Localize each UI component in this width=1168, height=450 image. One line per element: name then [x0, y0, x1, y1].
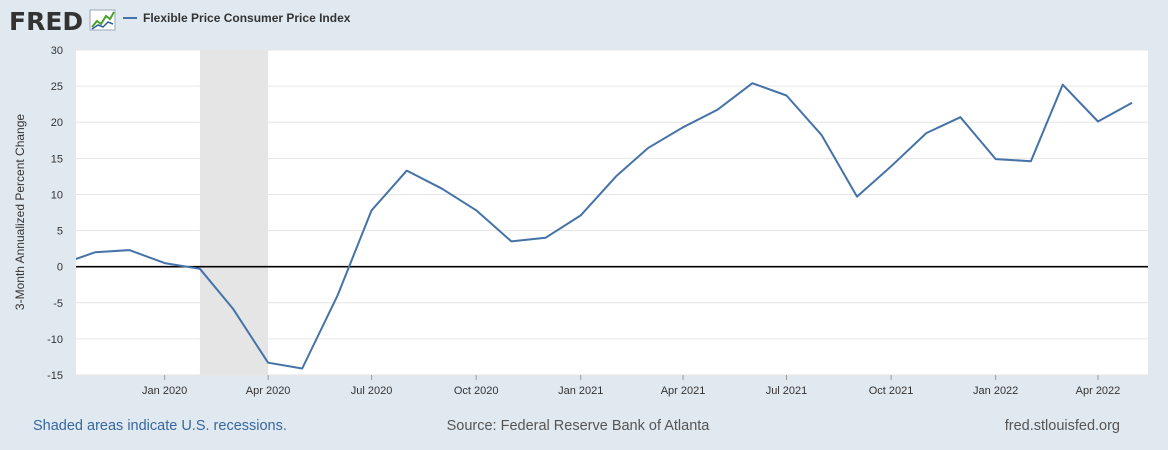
data-point[interactable]	[714, 107, 720, 113]
x-tick-label: Jan 2022	[973, 385, 1018, 397]
y-tick-label: -15	[47, 370, 63, 382]
site-link[interactable]: fred.stlouisfed.org	[1005, 418, 1120, 434]
x-tick-label: Oct 2020	[454, 385, 499, 397]
y-tick-label: 0	[57, 262, 63, 274]
series-line[interactable]	[60, 82, 1133, 370]
fred-logo-chart-icon	[89, 9, 116, 31]
data-point[interactable]	[334, 293, 340, 299]
recession-shading	[199, 50, 269, 375]
data-point[interactable]	[162, 260, 168, 266]
y-tick-label: 15	[51, 153, 63, 165]
data-point[interactable]	[126, 247, 132, 253]
data-point[interactable]	[404, 168, 410, 174]
data-point[interactable]	[439, 186, 445, 192]
x-axis-ticks: Jan 2020 Apr 2020 Jul 2020 Oct 2020 Jan 2021…	[142, 375, 1120, 397]
y-tick-label: -10	[47, 334, 63, 346]
fred-logo[interactable]: FRED	[9, 7, 116, 36]
data-point[interactable]	[613, 173, 619, 179]
data-point[interactable]	[888, 163, 894, 169]
data-point[interactable]	[1129, 100, 1135, 106]
x-tick-label: Jul 2021	[766, 385, 808, 397]
data-point[interactable]	[1095, 119, 1101, 125]
y-tick-label: 5	[57, 226, 63, 238]
data-point[interactable]	[265, 360, 271, 366]
data-point[interactable]	[923, 130, 929, 136]
recession-note-link[interactable]: Shaded areas indicate U.S. recessions.	[33, 418, 287, 434]
data-point[interactable]	[645, 145, 651, 151]
source-text: Source: Federal Reserve Bank of Atlanta	[447, 418, 711, 434]
y-tick-label: 30	[51, 45, 63, 57]
x-tick-label: Jul 2020	[351, 385, 393, 397]
y-axis-ticks: -15 -10 -5 0 5 10 15 20 25 30	[47, 45, 63, 382]
legend-label: Flexible Price Consumer Price Index	[143, 11, 351, 25]
data-point[interactable]	[508, 238, 514, 244]
data-point[interactable]	[749, 80, 755, 86]
data-point[interactable]	[993, 156, 999, 162]
data-point[interactable]	[197, 266, 203, 272]
x-tick-label: Apr 2022	[1076, 385, 1121, 397]
data-point[interactable]	[819, 132, 825, 138]
data-point[interactable]	[578, 212, 584, 218]
y-tick-label: 25	[51, 81, 63, 93]
data-point[interactable]	[369, 207, 375, 213]
fred-logo-text: FRED	[9, 7, 83, 36]
data-point[interactable]	[680, 124, 686, 130]
data-point[interactable]	[783, 93, 789, 99]
x-tick-label: Jan 2021	[558, 385, 603, 397]
recession-band	[199, 50, 269, 375]
data-point[interactable]	[299, 366, 305, 372]
y-axis-label: 3-Month Annualized Percent Change	[13, 114, 27, 310]
data-point[interactable]	[1060, 82, 1066, 88]
legend[interactable]: Flexible Price Consumer Price Index	[123, 11, 351, 25]
x-tick-label: Apr 2020	[246, 385, 291, 397]
data-point[interactable]	[1028, 158, 1034, 164]
x-tick-label: Oct 2021	[869, 385, 914, 397]
x-tick-label: Apr 2021	[661, 385, 706, 397]
data-point[interactable]	[473, 207, 479, 213]
data-point[interactable]	[957, 114, 963, 120]
y-tick-label: 10	[51, 189, 63, 201]
y-tick-label: -5	[53, 298, 63, 310]
x-tick-label: Jan 2020	[142, 385, 187, 397]
data-point[interactable]	[230, 306, 236, 312]
y-tick-label: 20	[51, 117, 63, 129]
data-point[interactable]	[854, 194, 860, 200]
data-point[interactable]	[542, 235, 548, 241]
data-point[interactable]	[92, 249, 98, 255]
